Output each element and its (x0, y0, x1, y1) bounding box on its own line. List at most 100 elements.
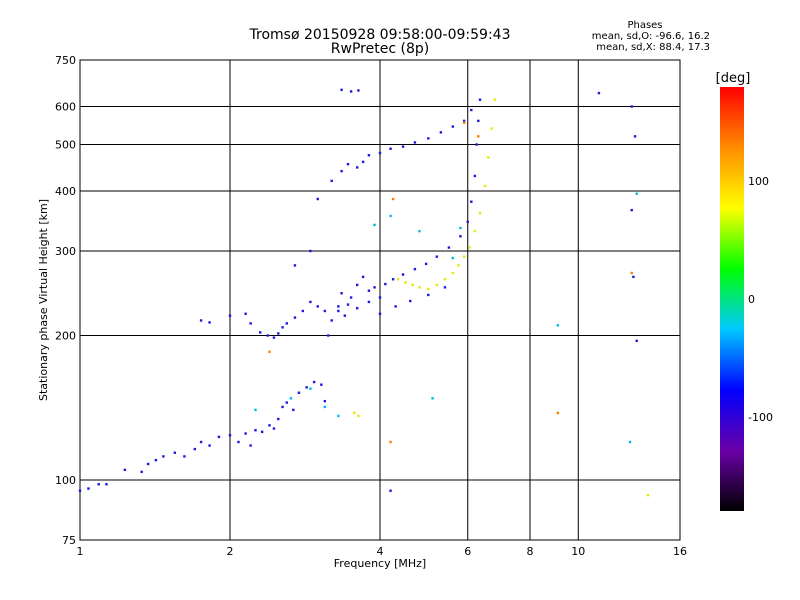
data-point (309, 249, 312, 253)
data-point (272, 336, 276, 339)
data-point (373, 223, 376, 227)
data-point (340, 292, 343, 295)
data-point (146, 462, 150, 466)
x-axis-ticks: 1 2 4 6 8 10 16 (77, 545, 688, 558)
data-point (305, 386, 308, 389)
data-point (355, 166, 359, 169)
data-point (199, 440, 203, 444)
data-point (349, 296, 353, 299)
data-points (78, 88, 650, 497)
data-point (309, 387, 312, 390)
data-point (646, 493, 650, 497)
data-point (556, 324, 560, 327)
data-point (473, 229, 477, 233)
data-point (427, 293, 430, 297)
data-point (443, 286, 447, 289)
colorbar-ticks: 100 0 -100 (748, 175, 773, 424)
data-point (277, 332, 280, 335)
data-point (424, 262, 428, 266)
x-tick-label: 4 (377, 545, 384, 558)
data-point (199, 319, 203, 322)
data-point (272, 427, 276, 430)
y-axis-label: Stationary phase Virtual Height [km] (37, 199, 50, 401)
data-point (293, 264, 297, 267)
data-point (462, 121, 466, 124)
data-point (337, 309, 340, 313)
data-point (244, 432, 247, 435)
data-point (389, 489, 392, 492)
data-point (632, 275, 635, 279)
data-point (477, 135, 480, 138)
data-point (493, 98, 497, 101)
phase-stats-x: mean, sd,X: 88.4, 17.3 (596, 42, 710, 53)
data-point (323, 405, 327, 409)
y-tick-label: 500 (55, 139, 76, 152)
data-point (597, 91, 601, 95)
data-point (268, 424, 271, 427)
data-point (337, 414, 340, 418)
data-point (105, 483, 108, 486)
data-point (323, 309, 327, 313)
data-point (470, 200, 473, 203)
data-point (193, 447, 197, 451)
data-point (357, 414, 360, 418)
data-point (254, 429, 257, 432)
data-point (343, 314, 347, 317)
x-tick-label: 2 (227, 545, 234, 558)
data-point (367, 300, 371, 304)
data-point (427, 137, 430, 140)
data-point (349, 90, 353, 93)
data-point (228, 433, 232, 437)
data-point (361, 275, 365, 279)
data-point (208, 321, 211, 324)
data-point (490, 127, 493, 130)
data-point (470, 108, 473, 112)
data-point (292, 408, 295, 412)
data-point (404, 281, 407, 284)
data-point (401, 273, 405, 276)
data-point (396, 278, 400, 281)
data-point (462, 255, 466, 258)
data-point (316, 197, 319, 201)
data-point (556, 411, 560, 415)
data-point (435, 283, 438, 287)
colorbar-label: [deg] (716, 71, 751, 86)
phase-stats: Phases mean, sd,O: -96.6, 16.2 mean, sd,… (560, 20, 710, 53)
data-point (254, 408, 257, 412)
data-point (340, 169, 343, 173)
data-point (378, 296, 382, 299)
data-point (389, 214, 392, 218)
data-point (309, 300, 312, 304)
data-point (431, 397, 434, 400)
data-point (323, 399, 327, 403)
data-point (357, 89, 360, 92)
data-point (630, 105, 633, 108)
data-point (260, 430, 264, 434)
data-point (316, 305, 319, 308)
data-point (478, 98, 482, 101)
data-point (451, 125, 455, 128)
data-point (217, 435, 221, 439)
chart-title: Tromsø 20150928 09:58:00-09:59:43 (249, 27, 511, 43)
phase-stats-o: mean, sd,O: -96.6, 16.2 (591, 31, 710, 42)
data-point (173, 451, 177, 454)
x-tick-label: 1 (77, 545, 84, 558)
data-point (451, 271, 455, 275)
data-point (391, 278, 395, 281)
y-tick-label: 750 (55, 54, 76, 67)
data-point (394, 305, 397, 308)
chart-subtitle: RwPretec (8p) (330, 41, 430, 57)
y-axis-ticks: 75 100 200 300 400 500 600 750 (55, 54, 76, 547)
data-point (373, 286, 376, 289)
data-point (259, 331, 262, 334)
data-point (281, 405, 284, 409)
data-point (477, 119, 480, 123)
colorbar-tick-label: -100 (748, 411, 773, 424)
data-point (266, 334, 269, 337)
data-point (367, 154, 371, 157)
data-point (466, 220, 469, 224)
data-point (346, 303, 350, 306)
data-point (355, 283, 359, 287)
data-point (378, 151, 382, 155)
data-point (330, 319, 333, 322)
